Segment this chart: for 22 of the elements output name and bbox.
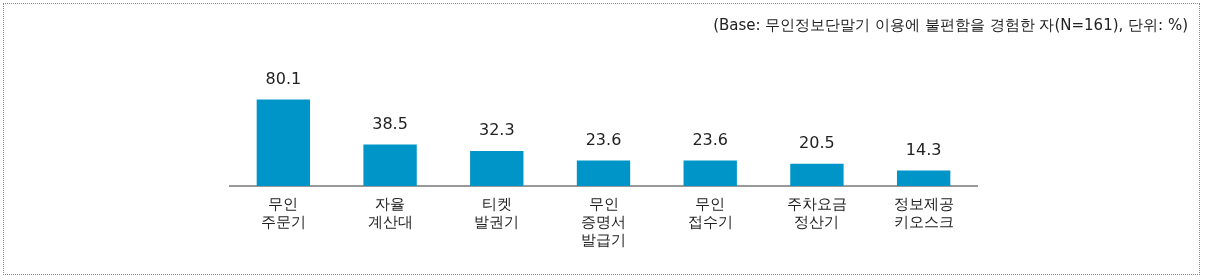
bar [363,144,417,186]
text: (Base: 무인정보단말기 이용에 불편함을 경험한 자(N=161), 단위: %) [713,15,1188,34]
bar [576,160,631,186]
bar [470,151,524,186]
data-label: 14.3 [905,139,942,159]
x-tick-label: 주차요금 정산기 [786,194,847,231]
bar [896,170,951,186]
bar [790,163,844,186]
x-tick-label: 티켓 발권기 [474,194,520,231]
x-tick-label: 무인 증명서 발급기 [581,194,626,249]
x-tick-label: 무인 접수기 [687,194,733,231]
data-label: 32.3 [478,120,515,140]
bar [256,99,311,186]
data-label: 20.5 [799,133,835,153]
bar [683,160,737,186]
data-label: 38.5 [372,113,408,133]
data-label: 23.6 [692,129,729,149]
x-tick-label: 자율 계산대 [367,194,413,231]
data-label: 80.1 [265,68,302,88]
x-tick-label: 정보제공 키오스크 [893,194,954,231]
data-label: 23.6 [585,129,622,149]
x-tick-label: 무인 주문기 [260,194,306,231]
